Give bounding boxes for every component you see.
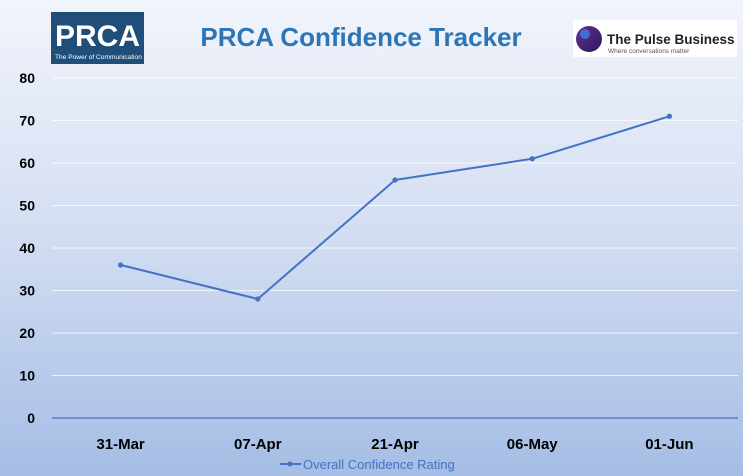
data-point [529, 156, 535, 162]
data-point [255, 296, 261, 302]
grid-lines [52, 77, 738, 419]
data-point [118, 262, 124, 268]
prca-logo-brand: PRCA [55, 20, 140, 53]
chart-title: PRCA Confidence Tracker [200, 22, 521, 52]
legend-label: Overall Confidence Rating [303, 457, 455, 472]
data-point [392, 177, 398, 183]
data-point [666, 113, 673, 119]
series-plot [118, 113, 673, 302]
pulse-logo-mark-icon [576, 26, 602, 52]
y-axis-tick-labels: 0 10 20 30 40 50 60 70 80 [19, 70, 35, 426]
legend-marker-icon [287, 461, 293, 467]
x-tick-label: 06-May [507, 436, 559, 453]
x-axis-tick-labels: 31-Mar 07-Apr 21-Apr 06-May 01-Jun [96, 436, 693, 453]
x-tick-label: 01-Jun [645, 436, 693, 453]
prca-logo-bg [51, 12, 144, 64]
pulse-logo-tagline: Where conversations matter [608, 48, 690, 55]
pulse-logo-brand: The Pulse Business [607, 32, 735, 47]
series-line [120, 115, 670, 300]
y-tick-label: 50 [19, 198, 35, 214]
prca-logo-tagline: The Power of Communication [55, 54, 142, 61]
x-tick-label: 07-Apr [234, 436, 282, 453]
y-tick-label: 0 [27, 410, 35, 426]
prca-logo: PRCA The Power of Communication [51, 12, 144, 64]
y-tick-label: 10 [19, 368, 35, 384]
y-tick-label: 30 [19, 283, 35, 299]
pulse-logo-mark-inner-icon [580, 29, 590, 39]
legend: Overall Confidence Rating [280, 457, 455, 472]
y-tick-label: 40 [19, 240, 35, 256]
pulse-business-logo: The Pulse Business Where conversations m… [573, 20, 737, 57]
x-tick-label: 31-Mar [96, 436, 145, 453]
y-tick-label: 60 [19, 155, 35, 171]
y-tick-label: 70 [19, 113, 35, 129]
y-tick-label: 20 [19, 325, 35, 341]
y-tick-label: 80 [19, 70, 35, 86]
x-tick-label: 21-Apr [371, 436, 419, 453]
